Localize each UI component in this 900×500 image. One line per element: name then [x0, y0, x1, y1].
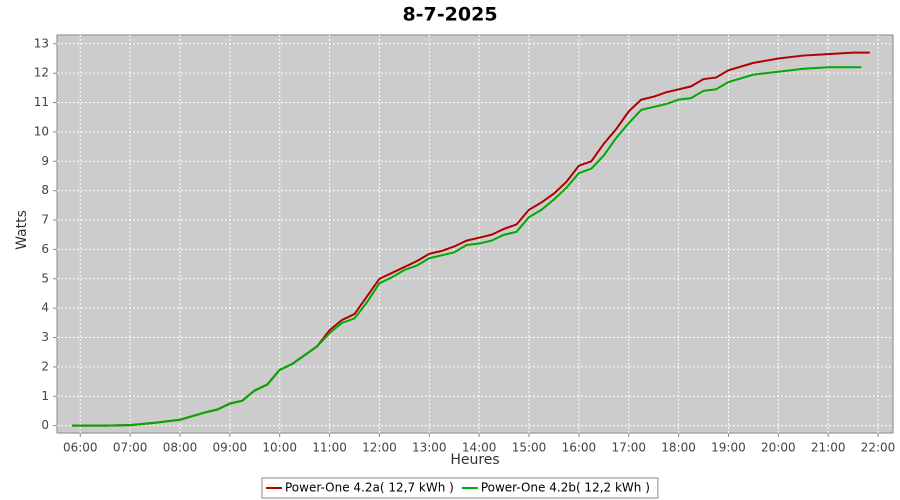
- y-axis-label: Watts: [14, 210, 30, 250]
- data-line: [71, 66, 862, 427]
- y-tick-label: 9: [41, 154, 49, 168]
- chart-title: 8-7-2025: [402, 4, 497, 26]
- y-tick-label: 5: [41, 271, 49, 285]
- y-tick-label: 1: [41, 389, 49, 403]
- x-tick-label: 09:00: [213, 441, 248, 455]
- x-tick-label: 21:00: [811, 441, 846, 455]
- y-tick-label: 11: [34, 95, 49, 109]
- plot-area: [56, 34, 894, 434]
- legend: Power-One 4.2a( 12,7 kWh ) Power-One 4.2b…: [261, 477, 659, 499]
- x-tick-label: 18:00: [661, 441, 696, 455]
- x-tick-label: 07:00: [113, 441, 148, 455]
- x-tick-label: 19:00: [711, 441, 746, 455]
- x-tick-label: 15:00: [512, 441, 547, 455]
- legend-box: [261, 477, 659, 499]
- x-tick-label: 13:00: [412, 441, 447, 455]
- y-tick-label: 10: [34, 124, 49, 138]
- y-tick-label: 8: [41, 183, 49, 197]
- x-tick-label: 10:00: [262, 441, 297, 455]
- y-tick-label: 0: [41, 418, 49, 432]
- y-tick-label: 2: [41, 359, 49, 373]
- x-tick-label: 20:00: [761, 441, 796, 455]
- y-tick-label: 12: [34, 66, 49, 80]
- x-tick-label: 06:00: [63, 441, 98, 455]
- legend-label: Power-One 4.2a( 12,7 kWh ): [285, 481, 454, 495]
- x-tick-label: 16:00: [562, 441, 597, 455]
- y-tick-label: 7: [41, 213, 49, 227]
- x-tick-label: 17:00: [611, 441, 646, 455]
- x-tick-label: 11:00: [312, 441, 347, 455]
- x-tick-label: 12:00: [362, 441, 397, 455]
- y-tick-label: 13: [34, 36, 49, 50]
- x-axis-label: Heures: [450, 452, 499, 468]
- y-tick-label: 6: [41, 242, 49, 256]
- y-tick-label: 4: [41, 301, 49, 315]
- x-tick-label: 08:00: [163, 441, 198, 455]
- legend-label: Power-One 4.2b( 12,2 kWh ): [481, 481, 650, 495]
- x-tick-label: 14:00: [462, 441, 497, 455]
- x-tick-label: 22:00: [861, 441, 896, 455]
- y-tick-label: 3: [41, 330, 49, 344]
